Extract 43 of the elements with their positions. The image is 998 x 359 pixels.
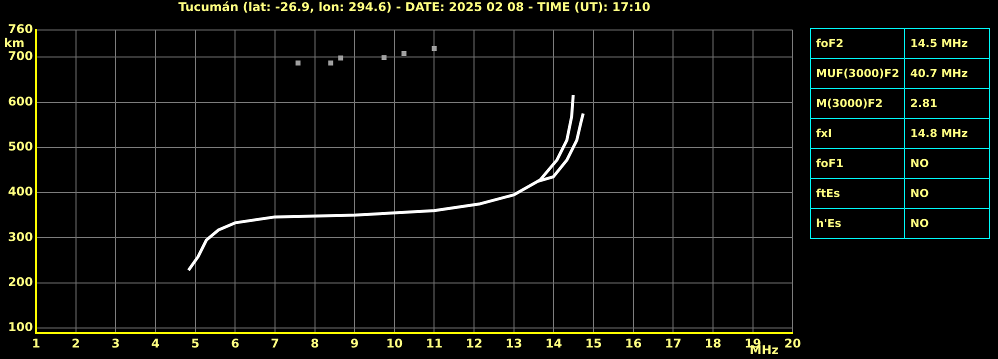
x-tick-label: 11 xyxy=(426,336,443,350)
text: foF2 xyxy=(810,28,905,58)
text: 14.5 MHz xyxy=(904,28,990,58)
text: foF1 xyxy=(810,148,905,178)
text: M(3000)F2 xyxy=(810,88,905,118)
text: fxI xyxy=(810,118,905,148)
x-tick-label: 14 xyxy=(545,336,562,350)
x-tick-label: 16 xyxy=(625,336,642,350)
text: MUF(3000)F2 xyxy=(810,58,905,88)
x-tick-label: 13 xyxy=(506,336,522,350)
x-tick-label: 12 xyxy=(466,336,482,350)
x-tick-label: 3 xyxy=(111,336,120,350)
y-tick-label: 300 xyxy=(8,230,33,244)
text: 14.8 MHz xyxy=(904,118,990,148)
x-tick-label: 2 xyxy=(72,336,80,350)
x-tick-label: 4 xyxy=(151,336,160,350)
x-tick-label: 5 xyxy=(191,336,200,350)
text: NO xyxy=(904,148,990,178)
y-tick-label: 200 xyxy=(8,275,33,289)
y-tick-label: 500 xyxy=(8,140,33,154)
y-tick-label: 400 xyxy=(8,184,33,199)
text: ftEs xyxy=(810,178,905,208)
y-axis-title: km xyxy=(4,36,24,50)
x-tick-label: 1 xyxy=(32,336,40,350)
y-tick-label: 600 xyxy=(8,94,33,108)
x-tick-label: 6 xyxy=(230,336,240,350)
text: 2.81 xyxy=(904,88,990,118)
x-tick-label: 15 xyxy=(585,336,602,350)
x-tick-label: 7 xyxy=(270,336,280,350)
y-tick-label: 760 xyxy=(8,22,33,36)
x-tick-label: 10 xyxy=(386,336,403,350)
x-tick-label: 20 xyxy=(784,336,801,350)
text: NO xyxy=(904,178,990,208)
x-tick-label: 18 xyxy=(704,336,722,350)
y-tick-label: 100 xyxy=(8,320,33,334)
text: 40.7 MHz xyxy=(904,58,990,88)
x-tick-label: 8 xyxy=(310,336,319,350)
y-tick-label: 700 xyxy=(8,49,33,64)
chart-title: Tucumán (lat: -26.9, lon: 294.6) - DATE: 2025 02 08 - TIME (UT): 17:10 xyxy=(178,0,650,14)
text: h'Es xyxy=(810,208,905,238)
x-tick-label: 9 xyxy=(350,336,359,350)
text: NO xyxy=(904,208,990,238)
x-tick-label: 17 xyxy=(664,336,682,350)
